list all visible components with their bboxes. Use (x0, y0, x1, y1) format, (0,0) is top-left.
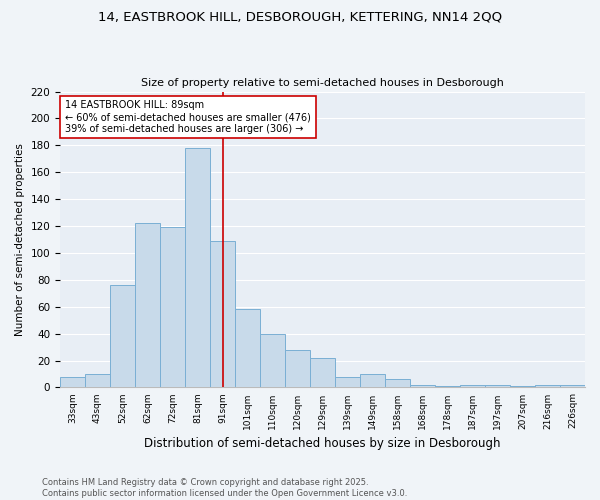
Bar (560, 384, 585, 388)
Bar (235, 310, 260, 388)
Bar (360, 374, 385, 388)
Bar (435, 386, 460, 388)
Bar (160, 228, 185, 388)
Bar (260, 334, 285, 388)
Bar (460, 384, 485, 388)
Y-axis label: Number of semi-detached properties: Number of semi-detached properties (15, 143, 25, 336)
Bar (485, 384, 510, 388)
X-axis label: Distribution of semi-detached houses by size in Desborough: Distribution of semi-detached houses by … (144, 437, 501, 450)
Bar (335, 376, 360, 388)
Bar (510, 386, 535, 388)
Text: Contains HM Land Registry data © Crown copyright and database right 2025.
Contai: Contains HM Land Registry data © Crown c… (42, 478, 407, 498)
Bar (110, 285, 135, 388)
Bar (210, 241, 235, 388)
Title: Size of property relative to semi-detached houses in Desborough: Size of property relative to semi-detach… (141, 78, 504, 88)
Text: 14 EASTBROOK HILL: 89sqm
← 60% of semi-detached houses are smaller (476)
39% of : 14 EASTBROOK HILL: 89sqm ← 60% of semi-d… (65, 100, 311, 134)
Bar (285, 350, 310, 388)
Bar (135, 224, 160, 388)
Bar (410, 384, 435, 388)
Bar (385, 380, 410, 388)
Bar (60, 376, 85, 388)
Text: 14, EASTBROOK HILL, DESBOROUGH, KETTERING, NN14 2QQ: 14, EASTBROOK HILL, DESBOROUGH, KETTERIN… (98, 10, 502, 23)
Bar (85, 374, 110, 388)
Bar (310, 358, 335, 388)
Bar (185, 148, 210, 388)
Bar (535, 384, 560, 388)
